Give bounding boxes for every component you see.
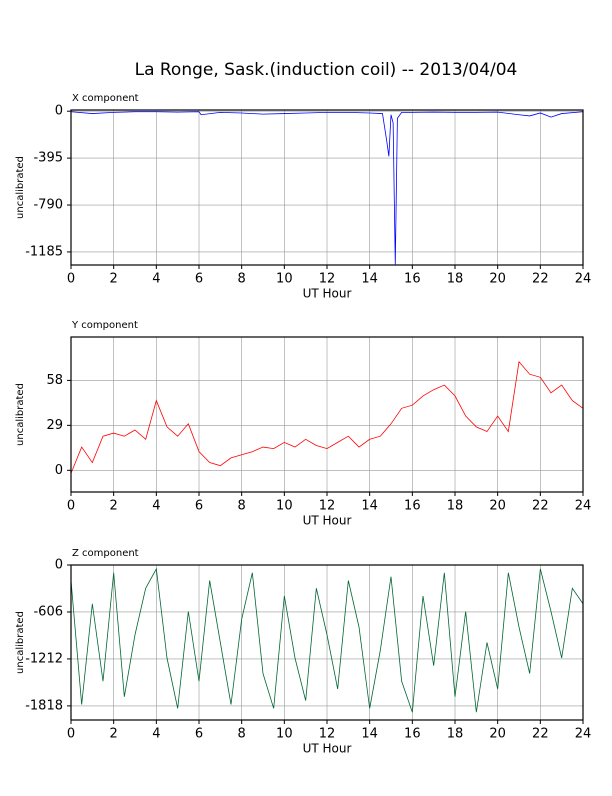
- x-tick-label: 12: [319, 727, 336, 742]
- y-axis-label: uncalibrated: [15, 156, 26, 219]
- x-axis-label: UT Hour: [303, 514, 352, 528]
- x-tick-label: 4: [152, 272, 160, 287]
- x-tick-label: 8: [238, 727, 246, 742]
- x-tick-label: 2: [110, 499, 118, 514]
- x-tick-label: 14: [361, 727, 378, 742]
- x-tick-label: 22: [532, 272, 549, 287]
- y-tick-label: -1212: [25, 651, 63, 666]
- x-tick-label: 0: [67, 272, 75, 287]
- x-tick-label: 6: [195, 499, 203, 514]
- x-tick-label: 20: [489, 272, 506, 287]
- x-tick-label: 18: [447, 272, 464, 287]
- x-tick-label: 12: [319, 272, 336, 287]
- x-tick-label: 20: [489, 499, 506, 514]
- x-tick-label: 24: [575, 727, 592, 742]
- panel-title: Y component: [71, 320, 138, 331]
- y-tick-label: 0: [55, 104, 63, 119]
- main-title: La Ronge, Sask.(induction coil) -- 2013/…: [135, 60, 518, 80]
- x-tick-label: 2: [110, 272, 118, 287]
- x-tick-label: 6: [195, 727, 203, 742]
- x-tick-label: 18: [447, 727, 464, 742]
- y-tick-label: -395: [33, 151, 63, 166]
- y-axis-label: uncalibrated: [15, 611, 26, 674]
- x-tick-label: 8: [238, 499, 246, 514]
- plot-frame: [70, 564, 584, 721]
- x-tick-label: 0: [67, 727, 75, 742]
- y-tick-label: 0: [55, 463, 63, 478]
- x-tick-label: 14: [361, 272, 378, 287]
- plot-frame: [70, 336, 584, 493]
- data-line: [70, 567, 584, 713]
- x-tick-label: 0: [67, 499, 75, 514]
- y-tick-label: -790: [33, 198, 63, 213]
- x-tick-label: 16: [404, 499, 421, 514]
- x-axis-label: UT Hour: [303, 287, 352, 301]
- x-tick-label: 12: [319, 499, 336, 514]
- panel-title: X component: [72, 93, 139, 104]
- x-tick-label: 6: [195, 272, 203, 287]
- x-tick-label: 14: [361, 499, 378, 514]
- y-axis-label: uncalibrated: [15, 383, 26, 446]
- x-tick-label: 10: [276, 272, 293, 287]
- data-line: [70, 111, 584, 265]
- x-tick-label: 24: [575, 499, 592, 514]
- x-tick-label: 4: [152, 499, 160, 514]
- y-tick-label: -1818: [25, 698, 63, 713]
- x-tick-label: 20: [489, 727, 506, 742]
- x-tick-label: 22: [532, 727, 549, 742]
- x-tick-label: 16: [404, 272, 421, 287]
- y-tick-label: -1185: [25, 244, 63, 259]
- panel-title: Z component: [72, 548, 139, 559]
- x-tick-label: 10: [276, 499, 293, 514]
- x-tick-label: 4: [152, 727, 160, 742]
- y-tick-label: 0: [55, 558, 63, 573]
- x-axis-label: UT Hour: [303, 742, 352, 756]
- x-tick-label: 10: [276, 727, 293, 742]
- x-tick-label: 22: [532, 499, 549, 514]
- plot-frame: [70, 109, 584, 266]
- x-tick-label: 24: [575, 272, 592, 287]
- y-tick-label: 29: [46, 418, 63, 433]
- x-tick-label: 8: [238, 272, 246, 287]
- y-tick-label: -606: [33, 604, 63, 619]
- data-line: [70, 360, 584, 474]
- x-tick-label: 18: [447, 499, 464, 514]
- x-tick-label: 16: [404, 727, 421, 742]
- y-tick-label: 58: [46, 373, 63, 388]
- x-tick-label: 2: [110, 727, 118, 742]
